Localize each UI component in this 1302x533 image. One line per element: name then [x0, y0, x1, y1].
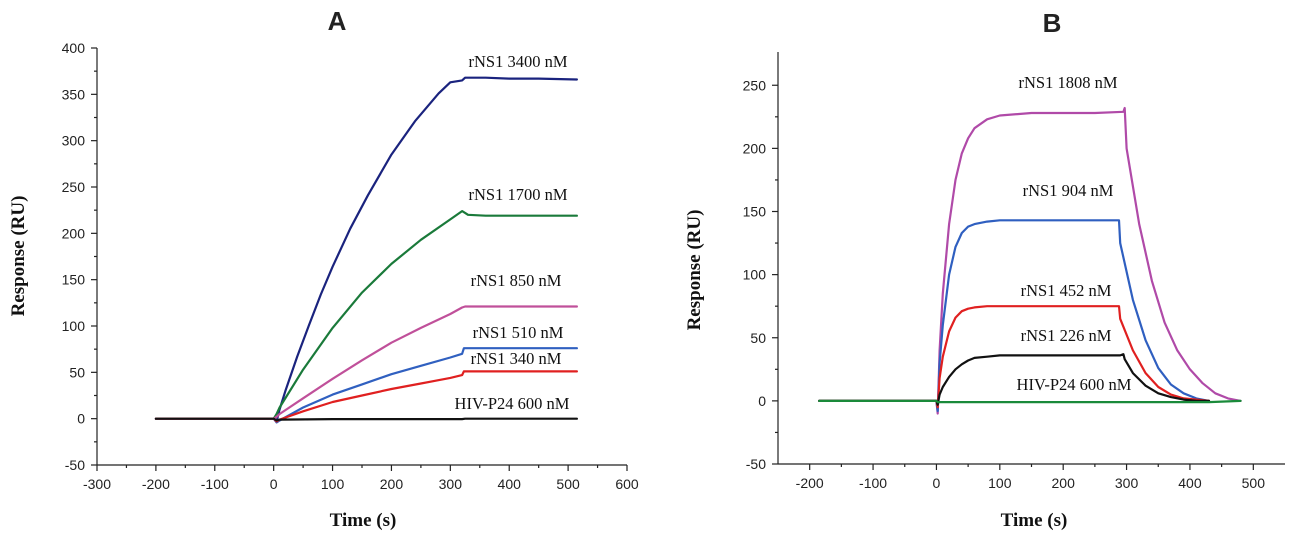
panel-b-y-axis-title: Response (RU)	[684, 210, 705, 331]
panel-b-series-line	[818, 106, 1242, 415]
panel-b-x-tick-label: 500	[1242, 475, 1266, 491]
panel-b-y-tick-label: 50	[750, 330, 766, 346]
panel-a-y-tick-label: 300	[62, 133, 86, 149]
panel-b-x-tick-label: 100	[988, 475, 1012, 491]
panel-a-series-line	[154, 76, 578, 423]
panel-a-y-tick-label: 100	[62, 318, 86, 334]
panel-b-x-tick-label: 300	[1115, 475, 1139, 491]
panel-b-x-axis-title: Time (s)	[1001, 510, 1068, 531]
panel-a-x-axis-title: Time (s)	[330, 510, 397, 531]
panel-b-series-label: rNS1 1808 nM	[1018, 73, 1117, 92]
panel-a-y-tick-label: 250	[62, 179, 86, 195]
panel-a-x-tick-label: 300	[439, 476, 463, 492]
panel-b-x-tick-label: 400	[1178, 475, 1202, 491]
panel-a-letter: A	[328, 6, 347, 36]
panel-b-series-line	[818, 353, 1211, 406]
panel-a-series-label: rNS1 510 nM	[473, 323, 564, 342]
panel-b-y-tick-label: 100	[743, 267, 767, 283]
panel-a-series-label: rNS1 850 nM	[471, 271, 562, 290]
panel-b-x-tick-label: -100	[859, 475, 887, 491]
panel-b-series-label: HIV-P24 600 nM	[1017, 375, 1132, 394]
panel-b-letter: B	[1043, 8, 1062, 38]
panel-a-y-tick-label: 150	[62, 272, 86, 288]
panel-a-y-tick-label: 200	[62, 225, 86, 241]
panel-b: B Time (s) Response (RU) -200 -100 0 100 200…	[684, 8, 1285, 531]
panel-a-x-tick-label: 100	[321, 476, 345, 492]
panel-a-series-label: HIV-P24 600 nM	[455, 394, 570, 413]
panel-a-series-label: rNS1 340 nM	[471, 349, 562, 368]
panel-a-y-tick-label: 400	[62, 40, 86, 56]
panel-b-x-tick-label: -200	[796, 475, 824, 491]
panel-b-series-line	[818, 219, 1211, 413]
panel-a-x-tick-label: 400	[498, 476, 522, 492]
panel-a: A Time (s) Response (RU) -300 -200 -100 0 10…	[8, 6, 639, 531]
panel-b-y-tick-label: -50	[746, 456, 766, 472]
panel-a-x-tick-label: 500	[556, 476, 580, 492]
panel-a-series-line	[154, 417, 578, 422]
panel-b-x-tick-label: 200	[1052, 475, 1076, 491]
panel-a-x-tick-label: 200	[380, 476, 404, 492]
panel-b-series-label: rNS1 904 nM	[1023, 181, 1114, 200]
panel-a-y-axis-title: Response (RU)	[8, 196, 29, 317]
panel-b-y-tick-label: 150	[743, 204, 767, 220]
panel-b-series-line	[818, 399, 1242, 404]
panel-a-x-tick-label: 600	[615, 476, 639, 492]
panel-a-y-tick-label: 350	[62, 86, 86, 102]
panel-a-x-tick-label: -300	[83, 476, 111, 492]
panel-b-series-line	[818, 305, 1211, 409]
panel-b-y-tick-label: 200	[743, 140, 767, 156]
panel-a-x-tick-label: 0	[270, 476, 278, 492]
panel-a-series-label: rNS1 3400 nM	[468, 52, 567, 71]
panel-b-y-tick-label: 250	[743, 77, 767, 93]
panel-a-series-line	[154, 305, 578, 420]
panel-a-series-line	[154, 210, 578, 420]
panel-b-x-tick-label: 0	[933, 475, 941, 491]
panel-a-x-tick-label: -100	[201, 476, 229, 492]
panel-a-y-tick-label: 0	[77, 411, 85, 427]
panel-a-series-label: rNS1 1700 nM	[468, 185, 567, 204]
panel-a-x-tick-label: -200	[142, 476, 170, 492]
panel-b-series-label: rNS1 452 nM	[1021, 281, 1112, 300]
panel-b-y-tick-label: 0	[758, 393, 766, 409]
panel-a-y-tick-label: 50	[69, 364, 85, 380]
panel-b-series-label: rNS1 226 nM	[1021, 326, 1112, 345]
panel-a-y-tick-label: -50	[65, 457, 85, 473]
